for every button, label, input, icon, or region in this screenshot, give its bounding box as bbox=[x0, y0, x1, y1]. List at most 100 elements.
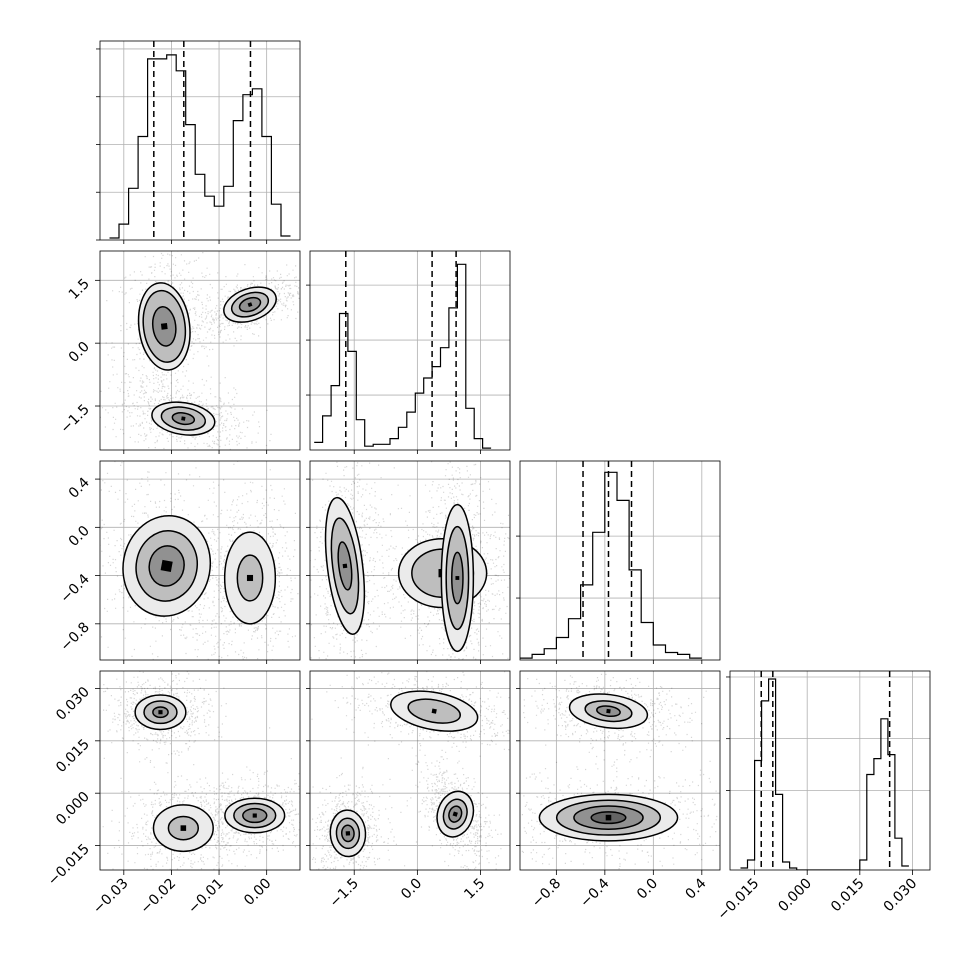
density-blob bbox=[324, 496, 366, 635]
scatter-points bbox=[311, 671, 510, 870]
contour-line bbox=[236, 554, 264, 602]
contour-line bbox=[329, 809, 367, 858]
panel-frame bbox=[99, 670, 301, 871]
histogram-panel-0 bbox=[96, 40, 301, 241]
contour-line bbox=[335, 817, 361, 850]
density-blob bbox=[224, 797, 286, 834]
contour-line bbox=[171, 412, 196, 426]
y-tick-label: 0.000 bbox=[53, 789, 93, 829]
contour-line bbox=[584, 700, 633, 723]
contour-line bbox=[340, 824, 355, 843]
density-peak bbox=[160, 323, 168, 330]
density-content bbox=[100, 671, 300, 870]
panel-frame bbox=[99, 40, 301, 241]
contour-line bbox=[590, 811, 627, 825]
contour-line bbox=[555, 799, 662, 836]
panel-frame bbox=[309, 670, 511, 871]
y-tick-label: 0.015 bbox=[53, 736, 93, 776]
y-tick-label: 0.030 bbox=[53, 684, 93, 724]
x-tick-label: −1.5 bbox=[327, 876, 362, 911]
contour-line bbox=[142, 289, 187, 363]
histogram-series bbox=[109, 54, 291, 239]
density-blob bbox=[538, 793, 679, 842]
x-tick-label: −0.03 bbox=[90, 876, 132, 918]
density-peak bbox=[605, 814, 612, 821]
x-tick-label: 1.5 bbox=[461, 876, 488, 903]
density-peak bbox=[180, 825, 187, 831]
density-blob bbox=[436, 790, 475, 838]
density-content bbox=[520, 671, 720, 870]
density-peak bbox=[246, 574, 254, 582]
contour-line bbox=[337, 541, 353, 591]
density-blob bbox=[134, 694, 187, 731]
contour-line bbox=[390, 690, 479, 732]
scatter-points bbox=[520, 671, 720, 870]
histogram-panel-1 bbox=[306, 250, 511, 451]
contour-line bbox=[224, 797, 286, 834]
x-tick-label: −0.8 bbox=[529, 876, 564, 911]
density-blob bbox=[122, 514, 212, 617]
contour-line bbox=[407, 698, 461, 724]
density-panel-0-3 bbox=[99, 670, 301, 871]
density-peak bbox=[160, 559, 173, 572]
contour-line bbox=[573, 805, 644, 830]
density-peak bbox=[606, 708, 611, 714]
density-panel-1-3 bbox=[309, 670, 511, 871]
x-tick-label: 0.015 bbox=[828, 876, 868, 916]
density-peak bbox=[452, 811, 458, 817]
panel-frame bbox=[99, 250, 301, 451]
contour-line bbox=[160, 406, 207, 431]
density-blob bbox=[152, 804, 214, 853]
x-tick-label: 0.000 bbox=[775, 876, 815, 916]
contour-line bbox=[242, 807, 268, 824]
contour-line bbox=[167, 815, 200, 841]
density-blob bbox=[223, 286, 277, 323]
histogram-series bbox=[314, 263, 492, 449]
density-blob bbox=[440, 503, 475, 653]
density-blob bbox=[390, 690, 479, 732]
x-tick-label: −0.015 bbox=[714, 876, 762, 924]
histogram-series bbox=[740, 678, 909, 870]
contour-line bbox=[151, 306, 177, 347]
contour-line bbox=[324, 496, 366, 635]
contour-line bbox=[442, 798, 468, 830]
density-blob bbox=[137, 282, 191, 371]
contour-line bbox=[596, 705, 621, 718]
contour-line bbox=[148, 545, 185, 587]
contour-line bbox=[238, 296, 262, 313]
density-content bbox=[310, 461, 510, 660]
panel-frame bbox=[519, 670, 721, 871]
density-peak bbox=[455, 576, 460, 580]
histogram-panel-2 bbox=[516, 460, 721, 661]
contour-line bbox=[152, 706, 169, 719]
contour-line bbox=[448, 805, 463, 823]
x-tick-label: 0.0 bbox=[398, 876, 425, 903]
contour-line bbox=[143, 700, 178, 725]
y-tick-label: −1.5 bbox=[57, 402, 92, 437]
density-peak bbox=[345, 831, 351, 836]
density-blob bbox=[568, 693, 649, 730]
y-tick-label: 0.0 bbox=[66, 339, 93, 366]
x-tick-label: −0.02 bbox=[138, 876, 180, 918]
density-blob bbox=[223, 531, 277, 625]
x-tick-label: 0.00 bbox=[241, 876, 274, 909]
contour-line bbox=[223, 531, 277, 625]
panel-frame bbox=[519, 460, 721, 661]
density-content bbox=[100, 461, 300, 660]
contour-line bbox=[440, 503, 475, 653]
density-peak bbox=[431, 708, 437, 714]
x-tick-label: 0.4 bbox=[683, 875, 710, 902]
contour-line bbox=[135, 530, 198, 602]
y-tick-label: −0.015 bbox=[45, 841, 93, 889]
density-panel-2-3 bbox=[519, 670, 721, 871]
contour-line bbox=[152, 804, 214, 853]
y-tick-label: 0.0 bbox=[66, 523, 93, 550]
contour-line bbox=[151, 401, 216, 436]
y-tick-label: 1.5 bbox=[66, 276, 93, 303]
contour-line bbox=[451, 551, 464, 605]
contour-line bbox=[436, 790, 475, 838]
x-tick-label: −0.01 bbox=[185, 876, 227, 918]
y-tick-label: 0.4 bbox=[66, 475, 93, 502]
density-content bbox=[100, 251, 300, 450]
panel-frame bbox=[309, 250, 511, 451]
